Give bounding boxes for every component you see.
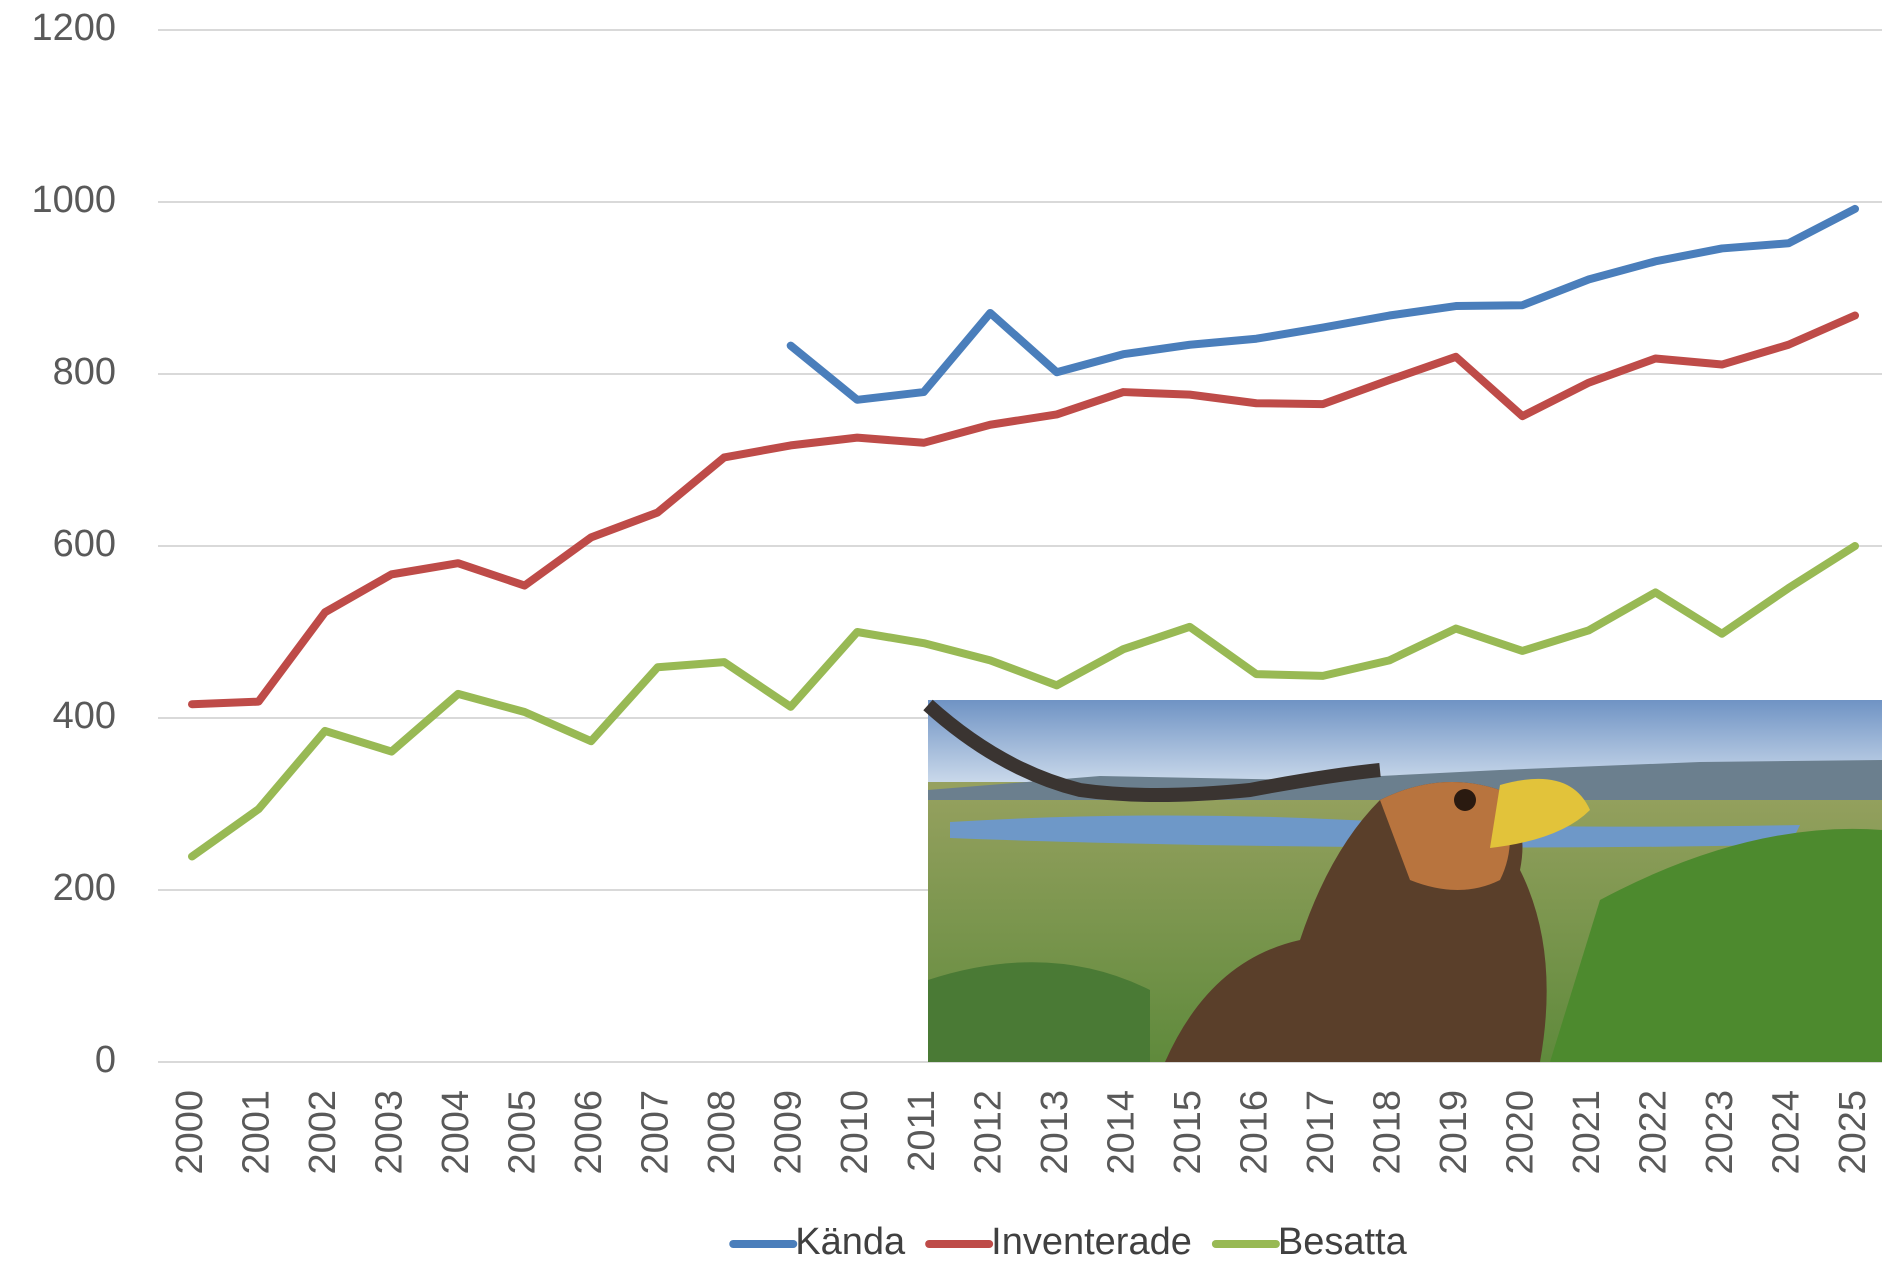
x-tick-label: 2023: [1699, 1090, 1741, 1175]
x-tick-label: 2001: [236, 1090, 278, 1175]
x-tick-label: 2021: [1566, 1090, 1608, 1175]
legend-item: Kända: [729, 1221, 906, 1263]
x-tick-label: 2013: [1034, 1090, 1076, 1175]
y-tick-label: 400: [53, 695, 116, 737]
y-tick-label: 800: [53, 351, 116, 393]
legend: Kända Inventerade Besatta: [729, 1221, 1408, 1263]
x-tick-label: 2009: [768, 1090, 810, 1175]
y-tick-label: 0: [95, 1039, 116, 1081]
x-tick-label: 2019: [1433, 1090, 1475, 1175]
x-tick-label: 2003: [369, 1090, 411, 1175]
x-tick-label: 2014: [1100, 1090, 1142, 1175]
legend-item: Inventerade: [925, 1221, 1192, 1263]
y-tick-label: 200: [53, 867, 116, 909]
x-tick-label: 2006: [568, 1090, 610, 1175]
x-tick-label: 2017: [1300, 1090, 1342, 1175]
x-tick-label: 2000: [169, 1090, 211, 1175]
x-tick-label: 2024: [1766, 1090, 1808, 1175]
x-tick-label: 2011: [901, 1090, 943, 1172]
x-tick-label: 2018: [1366, 1090, 1408, 1175]
x-tick-label: 2004: [435, 1090, 477, 1175]
x-tick-label: 2010: [834, 1090, 876, 1175]
x-tick-label: 2016: [1233, 1090, 1275, 1175]
y-tick-label: 600: [53, 523, 116, 565]
x-tick-label: 2015: [1167, 1090, 1209, 1175]
y-tick-label: 1000: [31, 179, 116, 221]
x-tick-label: 2022: [1632, 1090, 1674, 1175]
legend-label: Inventerade: [991, 1221, 1192, 1263]
legend-label: Besatta: [1278, 1221, 1408, 1263]
y-tick-label: 1200: [31, 7, 116, 49]
legend-label: Kända: [795, 1221, 906, 1263]
series-line: [188, 542, 1859, 861]
x-tick-label: 2012: [967, 1090, 1009, 1175]
legend-item: Besatta: [1211, 1221, 1408, 1263]
x-tick-label: 2002: [302, 1090, 344, 1175]
photo: [923, 699, 1882, 1062]
x-tick-label: 2008: [701, 1090, 743, 1175]
x-tick-label: 2025: [1832, 1090, 1874, 1175]
series-line: [786, 204, 1859, 404]
x-tick-label: 2005: [502, 1090, 544, 1175]
x-tick-label: 2020: [1499, 1090, 1541, 1175]
series-line: [188, 311, 1859, 709]
x-tick-label: 2007: [635, 1090, 677, 1175]
